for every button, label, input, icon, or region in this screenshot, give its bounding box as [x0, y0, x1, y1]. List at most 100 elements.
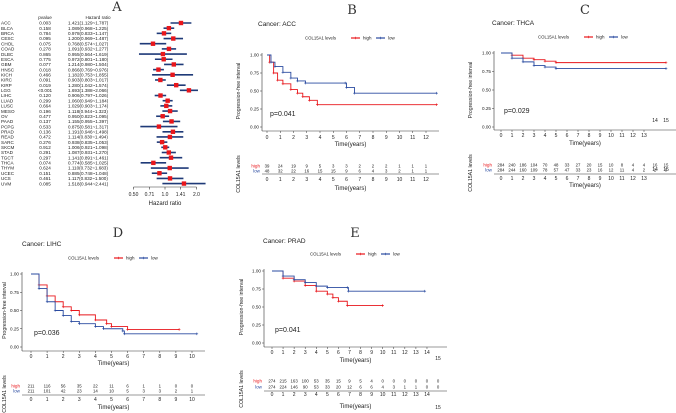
x-tick-label: 9 — [175, 354, 178, 360]
risk-tick-label: 5 — [110, 397, 113, 403]
row-hr-text: 0.978(0.833~1.147) — [68, 31, 109, 36]
hr-point — [166, 25, 172, 31]
panel-label-b: B — [347, 3, 357, 18]
row-pvalue: 0.151 — [39, 171, 51, 176]
row-cancer-label: UCEC — [1, 171, 15, 176]
x-axis-title: Hazard ratio — [149, 201, 182, 207]
censor-mark-low — [343, 81, 347, 85]
risk-tick-label: 8 — [359, 392, 362, 398]
risk-value-low: 224 — [279, 385, 287, 390]
x-tick-label: 4 — [315, 350, 318, 356]
censor-mark-high — [435, 103, 438, 106]
censor-mark-high — [314, 289, 318, 293]
risk-value-high: 4 — [632, 163, 635, 168]
risk-value-high: 100 — [302, 379, 310, 384]
risk-table-title: COL15A1 levels — [239, 370, 245, 408]
y-tick-label: 0.00 — [482, 125, 491, 130]
row-hr-text: 1.421(1.129~1.787) — [68, 21, 109, 26]
risk-tick-label: 14 — [424, 392, 430, 398]
row-pvalue: 0.137 — [39, 119, 51, 124]
y-tick-label: 0.00 — [250, 125, 259, 130]
censor-mark-low — [281, 70, 285, 74]
risk-value-high: 4 — [370, 379, 373, 384]
hr-point — [150, 41, 156, 46]
censor-mark-high — [345, 304, 349, 307]
risk-value-low: 3 — [159, 389, 162, 394]
risk-value-high: 186 — [519, 163, 527, 168]
legend-label-high: high — [363, 36, 372, 41]
risk-value-high: 20 — [587, 163, 592, 168]
risk-tick-label: 2 — [62, 397, 65, 403]
risk-tick-label: 7 — [577, 176, 580, 182]
x-tick-label: 1 — [511, 133, 514, 139]
risk-tick-label: 3 — [305, 177, 308, 183]
risk-tick-label: 8 — [158, 397, 161, 403]
risk-value-high: 9 — [306, 164, 309, 169]
risk-value-low: 244 — [508, 168, 516, 173]
y-tick-label: 0.75 — [10, 290, 19, 295]
x-tick-label: 15 — [663, 118, 669, 124]
censor-mark-low — [347, 289, 350, 293]
risk-value-low: 284 — [497, 168, 505, 173]
p-value: p=0.036 — [34, 330, 60, 337]
row-pvalue: 0.158 — [39, 26, 51, 31]
censor-mark-low — [423, 289, 427, 293]
x-tick-label: 7 — [577, 133, 580, 139]
risk-tick-label: 5 — [326, 392, 329, 398]
x-tick-label: 6 — [126, 354, 129, 360]
x-tick-label: 7 — [348, 350, 351, 356]
censor-mark-high — [331, 296, 335, 299]
row-cancer-label: BRCA — [1, 31, 15, 36]
risk-tick-label: 1 — [46, 397, 49, 403]
risk-value-low: 0 — [437, 385, 440, 390]
x-tick-label: 9 — [385, 135, 388, 141]
risk-tick-label: 8 — [588, 176, 591, 182]
header-pvalue: pvalue — [38, 15, 52, 20]
risk-tick-label: 3 — [533, 176, 536, 182]
legend-label-low: low — [393, 252, 401, 257]
x-tick-label: 1 — [46, 354, 49, 360]
censor-mark-low — [53, 309, 57, 312]
risk-value-low: 33 — [325, 385, 330, 390]
x-tick-label: 4 — [94, 354, 97, 360]
hr-point — [165, 98, 170, 103]
hr-point — [181, 181, 187, 186]
x-tick-label: 3 — [533, 133, 536, 139]
row-hr-text: 0.955(0.564~1.619) — [68, 52, 109, 57]
risk-value-high: 24 — [278, 164, 283, 169]
risk-x-axis-title: Time(years) — [340, 404, 372, 410]
censor-mark-low — [78, 322, 81, 325]
x-tick-label: 2 — [522, 133, 525, 139]
risk-value-low: 3 — [393, 385, 396, 390]
row-cancer-label: GBM — [1, 62, 12, 67]
risk-tick-label: 12 — [630, 176, 636, 182]
risk-value-low: 1 — [415, 385, 418, 390]
risk-tick-label: 13 — [641, 176, 647, 182]
x-axis-title: Time(years) — [569, 141, 601, 147]
risk-value-high: 1 — [159, 384, 162, 389]
x-tick-label: 12 — [423, 135, 429, 141]
row-hr-text: 0.903(0.803~1.017) — [68, 78, 109, 83]
risk-tick-label: 10 — [397, 177, 403, 183]
x-tick-label: 9 — [599, 133, 602, 139]
risk-value-low: 1 — [425, 169, 428, 174]
risk-tick-label: 10 — [189, 397, 195, 403]
risk-value-high: 70 — [543, 163, 548, 168]
row-pvalue: 0.136 — [39, 129, 51, 134]
risk-tick-label: 11 — [410, 177, 415, 183]
row-cancer-label: CHOL — [1, 41, 14, 46]
censor-mark-high — [664, 61, 668, 64]
risk-value-low: 78 — [543, 168, 548, 173]
plot-title: Cancer: PRAD — [263, 238, 306, 245]
row-hr-text: 1.182(0.753~1.855) — [68, 73, 109, 78]
risk-value-high: 1 — [398, 164, 401, 169]
censor-mark-high — [276, 78, 279, 82]
x-axis-title: Time(years) — [335, 142, 367, 148]
row-pvalue: 0.095 — [39, 36, 51, 41]
risk-value-low: 2 — [643, 168, 646, 173]
risk-x-axis-title: Time(years) — [98, 405, 130, 411]
risk-value-low: 16 — [304, 169, 309, 174]
